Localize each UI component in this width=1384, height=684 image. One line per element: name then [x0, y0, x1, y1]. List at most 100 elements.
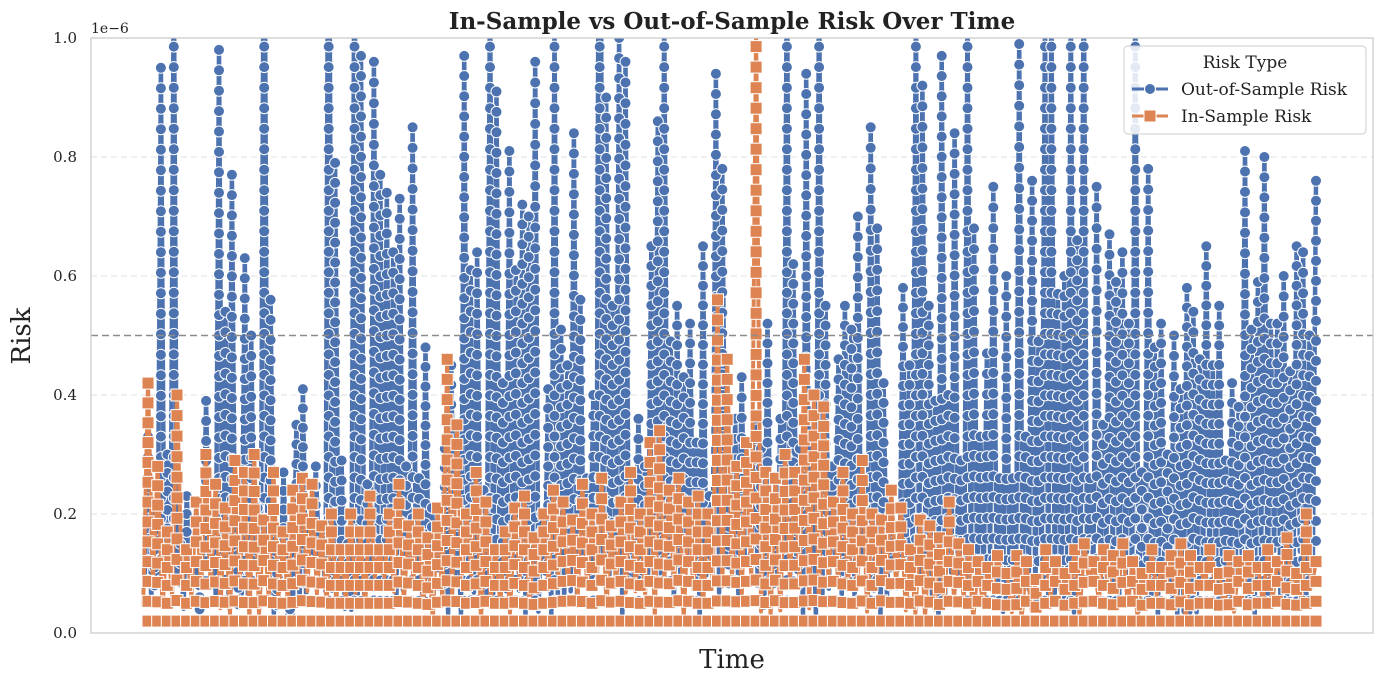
data-point [1045, 81, 1058, 94]
data-point [1045, 163, 1058, 176]
data-point [968, 367, 980, 380]
data-point [1310, 455, 1322, 467]
data-point [916, 244, 929, 257]
data-point [1130, 21, 1141, 32]
data-point [167, 266, 180, 279]
data-point [619, 283, 632, 296]
data-point [574, 334, 587, 346]
data-point [935, 49, 948, 62]
data-point [450, 418, 464, 432]
data-point [1299, 507, 1313, 521]
data-point [1026, 234, 1039, 247]
data-point [684, 317, 697, 330]
data-point [662, 502, 676, 516]
data-point [871, 243, 884, 256]
data-point [1000, 330, 1013, 343]
data-point [600, 111, 613, 124]
data-point [1077, 102, 1090, 115]
data-point [632, 412, 645, 425]
data-point [154, 143, 167, 156]
data-point [800, 270, 813, 283]
data-point [440, 372, 454, 386]
data-point [903, 378, 916, 391]
data-point [897, 281, 909, 294]
data-point [961, 40, 974, 53]
data-point [1142, 204, 1155, 216]
data-point [948, 269, 961, 282]
data-point [922, 319, 935, 332]
data-point [1280, 548, 1294, 561]
data-point [490, 289, 503, 302]
data-point [855, 454, 869, 467]
data-point [653, 443, 667, 457]
data-point [916, 347, 929, 360]
data-point [987, 387, 1000, 400]
data-point [817, 478, 831, 492]
data-point [393, 293, 406, 306]
data-point [1135, 522, 1148, 535]
data-point [393, 212, 406, 225]
data-point [1161, 504, 1174, 516]
y-offset-label: 1e−6 [91, 21, 129, 37]
data-point [367, 180, 380, 193]
data-point [1239, 185, 1251, 198]
data-point [1064, 204, 1077, 217]
data-point [160, 525, 174, 539]
y-tick-labels: 0.0 0.2 0.4 0.6 0.8 1.0 [53, 29, 77, 642]
data-point [1077, 184, 1090, 197]
legend-marker-out-of-sample [1144, 83, 1156, 95]
data-point [600, 232, 613, 245]
plot-frame [90, 37, 1374, 634]
data-point [613, 192, 626, 205]
data-point [548, 225, 561, 238]
data-point [807, 450, 821, 464]
data-point [355, 332, 367, 345]
data-point [406, 347, 419, 360]
data-point [1280, 531, 1294, 545]
data-point [548, 307, 561, 320]
data-point [1200, 299, 1213, 312]
data-point [787, 337, 800, 350]
data-point [1239, 145, 1251, 157]
data-point [904, 543, 918, 557]
data-point [711, 293, 724, 307]
data-point [1142, 162, 1155, 175]
data-point [167, 327, 180, 340]
data-point [151, 517, 165, 531]
data-point [522, 230, 535, 243]
data-point [1000, 452, 1013, 465]
data-point [509, 388, 522, 400]
data-point [961, 81, 974, 94]
data-point [154, 61, 167, 74]
data-point [170, 532, 184, 546]
data-point [749, 532, 763, 546]
data-point [1122, 337, 1135, 350]
data-point [701, 543, 715, 557]
data-point [458, 231, 471, 244]
data-point [846, 525, 860, 539]
data-point [529, 387, 542, 400]
data-point [167, 307, 180, 320]
data-point [619, 138, 632, 151]
data-point [168, 21, 179, 32]
data-point [154, 123, 167, 136]
data-point [258, 163, 271, 176]
series-in-sample-risk [141, 38, 1323, 628]
data-point [567, 127, 580, 140]
data-point [471, 451, 484, 464]
data-point [961, 184, 974, 197]
data-point [1187, 305, 1200, 318]
data-point [749, 265, 763, 279]
data-point [916, 265, 929, 277]
data-point [151, 459, 165, 473]
data-point [1071, 294, 1084, 307]
data-point [170, 450, 184, 464]
data-point [658, 204, 671, 217]
data-point [1310, 334, 1322, 347]
data-point [1026, 254, 1039, 267]
data-point [780, 40, 793, 53]
data-point [935, 251, 948, 264]
data-point [209, 477, 223, 491]
chart-title: In-Sample vs Out-of-Sample Risk Over Tim… [449, 8, 1016, 35]
data-point [1239, 451, 1251, 464]
